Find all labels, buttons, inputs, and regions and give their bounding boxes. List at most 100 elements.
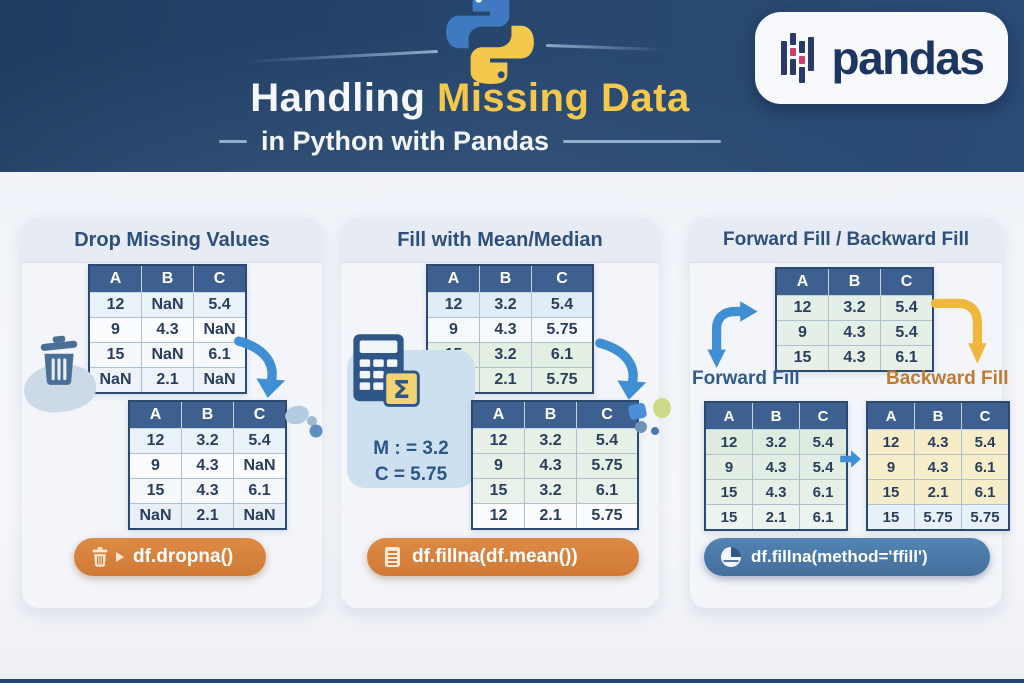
table-row: 15 4.3 6.1 bbox=[128, 478, 287, 504]
play-triangle-icon bbox=[116, 552, 124, 562]
table-cell: 5.75 bbox=[914, 504, 962, 531]
table-cell: 6.1 bbox=[880, 345, 934, 372]
table-cell: NaN bbox=[233, 503, 287, 530]
table-cell: 15 bbox=[471, 478, 525, 504]
table-cell: 4.3 bbox=[181, 453, 234, 479]
table-cell: NaN bbox=[128, 503, 182, 530]
curved-down-arrow-icon bbox=[232, 336, 290, 405]
python-logo-icon bbox=[438, 0, 542, 91]
table-cell: 4.3 bbox=[181, 478, 234, 504]
table-cell: 6.1 bbox=[233, 478, 287, 504]
table-cell: 5.75 bbox=[576, 503, 639, 530]
table-cell: 12 bbox=[128, 428, 182, 454]
column-header: A bbox=[128, 400, 182, 429]
table-cell: 12 bbox=[866, 429, 915, 455]
table-cell: 4.3 bbox=[914, 454, 962, 480]
table-row: 9 4.3 NaN bbox=[128, 453, 287, 479]
table-cell: 15 bbox=[128, 478, 182, 504]
table-cell: 15 bbox=[704, 479, 753, 505]
table-cell: 5.4 bbox=[531, 292, 594, 318]
backward-fill-arrow-icon bbox=[930, 290, 992, 377]
table-cell: 6.1 bbox=[799, 504, 848, 531]
column-header: A bbox=[471, 400, 525, 429]
pandas-wordmark: pandas bbox=[831, 32, 985, 84]
table-cell: 4.3 bbox=[752, 454, 800, 480]
table-backward-fill: A B C 12 4.3 5.4 9 4.3 6.1 15 2.1 6.1 15 5.75 5.75 bbox=[866, 401, 1010, 531]
table-cell: 5.75 bbox=[531, 317, 594, 343]
table-cell: 5.75 bbox=[576, 453, 639, 479]
table-forward-fill: A B C 12 3.2 5.4 9 4.3 5.4 15 4.3 6.1 15 2.1 6.1 bbox=[704, 401, 848, 531]
table-row: 12 NaN 5.4 bbox=[88, 292, 247, 318]
table-cell: 2.1 bbox=[479, 367, 532, 394]
table-cell: 5.4 bbox=[193, 292, 247, 318]
table-cell: 12 bbox=[88, 292, 142, 318]
backward-fill-label: Backward Fill bbox=[886, 368, 1009, 389]
code-pill-dropna: df.dropna() bbox=[74, 538, 266, 576]
table-row: 12 4.3 5.4 bbox=[866, 429, 1010, 455]
column-header: C bbox=[799, 401, 848, 430]
table-cell: 2.1 bbox=[752, 504, 800, 531]
table-cell: 5.4 bbox=[576, 428, 639, 454]
column-header: B bbox=[141, 264, 194, 293]
table-cell: 5.75 bbox=[531, 367, 594, 394]
column-header: B bbox=[752, 401, 800, 430]
forward-fill-label: Forward Fill bbox=[692, 368, 800, 389]
right-arrow-icon bbox=[837, 446, 863, 477]
forward-fill-arrow-icon bbox=[704, 290, 760, 377]
table-row: 9 4.3 5.75 bbox=[471, 453, 639, 479]
column-header: C bbox=[531, 264, 594, 293]
table-cell: 4.3 bbox=[828, 345, 881, 372]
table-cell: 9 bbox=[775, 320, 829, 346]
pandas-logo-badge: pandas bbox=[755, 12, 1008, 104]
svg-text:Σ: Σ bbox=[393, 375, 410, 404]
table-cell: 9 bbox=[704, 454, 753, 480]
table-cell: 6.1 bbox=[961, 479, 1010, 505]
table-cell: 9 bbox=[88, 317, 142, 343]
column-header: B bbox=[524, 400, 577, 429]
table-cell: 2.1 bbox=[181, 503, 234, 530]
table-cell: 4.3 bbox=[524, 453, 577, 479]
column-header: B bbox=[181, 400, 234, 429]
table-after-drop: A B C 12 3.2 5.4 9 4.3 NaN 15 4.3 6.1 NaN 2.1 NaN bbox=[128, 400, 287, 530]
table-cell: 3.2 bbox=[828, 295, 881, 321]
table-cell: 6.1 bbox=[193, 342, 247, 368]
table-row: 12 3.2 5.4 bbox=[704, 429, 848, 455]
table-cell: 5.4 bbox=[799, 454, 848, 480]
panel-title: Forward Fill / Backward Fill bbox=[690, 218, 1002, 263]
table-cell: 3.2 bbox=[524, 478, 577, 504]
calculator-icon: Σ bbox=[347, 330, 431, 423]
code-pill-fillna-mean: df.fillna(df.mean()) bbox=[367, 538, 639, 576]
table-row: NaN 2.1 NaN bbox=[88, 367, 247, 394]
table-row: 15 2.1 6.1 bbox=[866, 479, 1010, 505]
pandas-mark-icon bbox=[781, 33, 815, 83]
title-accent: Missing Data bbox=[437, 76, 690, 120]
table-cell: 4.3 bbox=[752, 479, 800, 505]
table-cell: 4.3 bbox=[828, 320, 881, 346]
table-cell: 15 bbox=[88, 342, 142, 368]
table-cell: 5.4 bbox=[233, 428, 287, 454]
table-cell: 3.2 bbox=[752, 429, 800, 455]
table-cell: NaN bbox=[141, 342, 194, 368]
table-cell: 12 bbox=[471, 503, 525, 530]
table-cell: 9 bbox=[866, 454, 915, 480]
table-cell: 15 bbox=[866, 479, 915, 505]
table-cell: NaN bbox=[233, 453, 287, 479]
table-cell: 5.4 bbox=[961, 429, 1010, 455]
table-row: 15 2.1 6.1 bbox=[704, 504, 848, 531]
table-cell: 5.4 bbox=[880, 320, 934, 346]
table-cell: NaN bbox=[141, 292, 194, 318]
table-before-drop: A B C 12 NaN 5.4 9 4.3 NaN 15 NaN 6.1 NaN 2.1 NaN bbox=[88, 264, 247, 394]
table-row: 15 4.3 6.1 bbox=[775, 345, 934, 372]
table-row: 9 4.3 5.4 bbox=[775, 320, 934, 346]
splash-blobs bbox=[627, 398, 673, 445]
splash-blobs bbox=[284, 404, 326, 449]
column-header: C bbox=[576, 400, 639, 429]
column-header: B bbox=[479, 264, 532, 293]
table-row: 12 3.2 5.4 bbox=[128, 428, 287, 454]
trash-small-icon bbox=[90, 546, 110, 568]
header-banner: Handling Missing Data in Python with Pan… bbox=[0, 0, 1024, 172]
code-label: df.dropna() bbox=[133, 546, 234, 567]
table-row: 12 3.2 5.4 bbox=[471, 428, 639, 454]
table-cell: 2.1 bbox=[914, 479, 962, 505]
